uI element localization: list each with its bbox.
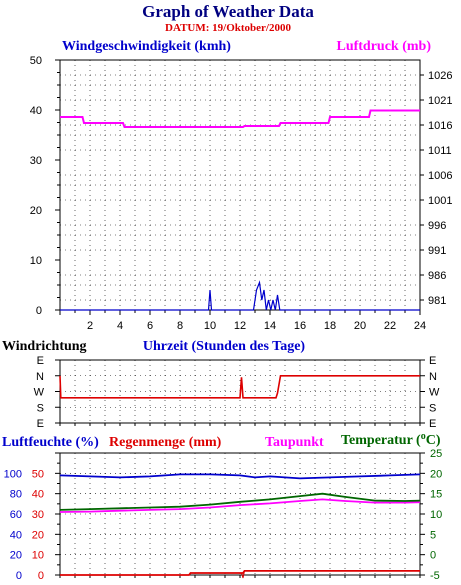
pressure-tick-label: 1006 xyxy=(428,170,452,182)
dewpoint-axis-label: Taupunkt xyxy=(265,435,324,450)
direction-tick-label-right: S xyxy=(429,402,436,414)
rain-tick-label: 20 xyxy=(32,529,44,541)
pressure-tick-label: 1021 xyxy=(428,95,452,107)
wind-direction-ticks: E ES SW WN NE E xyxy=(34,355,440,430)
temperature-tick-label: 15 xyxy=(430,489,442,501)
x-tick-label: 4 xyxy=(117,320,123,332)
temperature-tick-label: 5 xyxy=(430,529,436,541)
wind-speed-tick-label: 30 xyxy=(30,155,42,167)
wind-speed-tick-label: 40 xyxy=(30,105,42,117)
direction-tick-label-right: N xyxy=(429,371,437,383)
wind-speed-line xyxy=(60,280,420,311)
x-tick-label: 14 xyxy=(264,320,276,332)
humidity-tick-label: 80 xyxy=(10,489,22,501)
temperature-tick-label: 10 xyxy=(430,509,442,521)
humidity-line xyxy=(59,473,421,480)
humidity-tick-label: 60 xyxy=(10,509,22,521)
x-tick-label: 10 xyxy=(204,320,216,332)
pressure-tick-label: 986 xyxy=(428,270,446,282)
dewpoint-line xyxy=(59,498,421,513)
wind-speed-axis-label: Windgeschwindigkeit (kmh) xyxy=(62,39,231,54)
temperature-tick-label: -5 xyxy=(430,570,440,582)
humidity-tick-label: 100 xyxy=(4,468,22,480)
direction-tick-label-right: E xyxy=(429,355,436,367)
chart-date: DATUM: 19/Oktober/2000 xyxy=(165,22,291,34)
rain-line xyxy=(60,570,420,576)
pressure-axis-label: Luftdruck (mb) xyxy=(336,39,431,54)
wind-pressure-ticks: 9819869919961001100610111016102110260102… xyxy=(30,55,453,332)
temperature-label-prefix: Temperatur ( xyxy=(341,433,421,448)
temperature-line xyxy=(59,492,421,511)
pressure-tick-label: 1016 xyxy=(428,120,452,132)
wind-pressure-grid xyxy=(60,60,420,310)
wind-speed-tick-label: 20 xyxy=(30,205,42,217)
humidity-tick-label: 40 xyxy=(10,529,22,541)
temperature-label-degree: o xyxy=(421,431,426,442)
humidity-temp-ticks: -5 0 5 10 15 20 25 0 20 40 60 80 100 0 10 20 30 40 50 xyxy=(4,448,443,582)
pressure-tick-label: 1001 xyxy=(428,195,452,207)
wind-direction-axis-label: Windrichtung xyxy=(2,339,87,354)
humidity-temp-series xyxy=(59,473,421,579)
x-tick-label: 18 xyxy=(324,320,336,332)
x-tick-label: 6 xyxy=(147,320,153,332)
rain-tick-label: 50 xyxy=(32,468,44,480)
wind-pressure-series xyxy=(60,109,420,311)
wind-direction-series xyxy=(59,374,420,399)
rain-tick-label: 30 xyxy=(32,509,44,521)
pressure-line xyxy=(60,109,420,128)
pressure-tick-label: 996 xyxy=(428,220,446,232)
temperature-tick-label: 25 xyxy=(430,448,442,460)
chart-title: Graph of Weather Data xyxy=(142,2,314,21)
temperature-axis-label: Temperatur (oC) xyxy=(341,431,441,448)
wind-direction-line xyxy=(59,374,420,399)
pressure-tick-label: 981 xyxy=(428,295,446,307)
temperature-tick-label: 20 xyxy=(430,468,442,480)
direction-tick-label-left: W xyxy=(34,387,45,399)
humidity-tick-label: 20 xyxy=(10,550,22,562)
x-tick-label: 20 xyxy=(354,320,366,332)
rain-axis-label: Regenmenge (mm) xyxy=(109,435,222,450)
x-tick-label: 22 xyxy=(384,320,396,332)
pressure-tick-label: 1011 xyxy=(428,145,452,157)
rain-spike xyxy=(241,570,245,579)
humidity-tick-label: 0 xyxy=(16,570,22,582)
x-tick-label: 8 xyxy=(177,320,183,332)
rain-tick-label: 0 xyxy=(38,570,44,582)
x-tick-label: 12 xyxy=(234,320,246,332)
pressure-tick-label: 1026 xyxy=(428,70,452,82)
direction-tick-label-left: N xyxy=(36,371,44,383)
temperature-tick-label: 0 xyxy=(430,550,436,562)
direction-tick-label-left: E xyxy=(37,355,44,367)
direction-tick-label-right: W xyxy=(429,387,440,399)
x-tick-label: 2 xyxy=(87,320,93,332)
wind-direction-grid xyxy=(60,360,420,423)
x-tick-label: 24 xyxy=(414,320,426,332)
wind-speed-tick-label: 0 xyxy=(36,305,42,317)
rain-tick-label: 10 xyxy=(32,550,44,562)
direction-tick-label-left: E xyxy=(37,418,44,430)
direction-tick-label-left: S xyxy=(37,402,44,414)
humidity-temp-grid xyxy=(60,453,420,575)
wind-speed-tick-label: 50 xyxy=(30,55,42,67)
pressure-tick-label: 991 xyxy=(428,245,446,257)
rain-tick-label: 40 xyxy=(32,489,44,501)
humidity-axis-label: Luftfeuchte (%) xyxy=(2,435,99,450)
direction-tick-label-right: E xyxy=(429,418,436,430)
x-axis-label: Uhrzeit (Stunden des Tage) xyxy=(143,339,306,354)
wind-speed-tick-label: 10 xyxy=(30,255,42,267)
x-tick-label: 16 xyxy=(294,320,306,332)
temperature-label-suffix: C) xyxy=(426,433,441,448)
